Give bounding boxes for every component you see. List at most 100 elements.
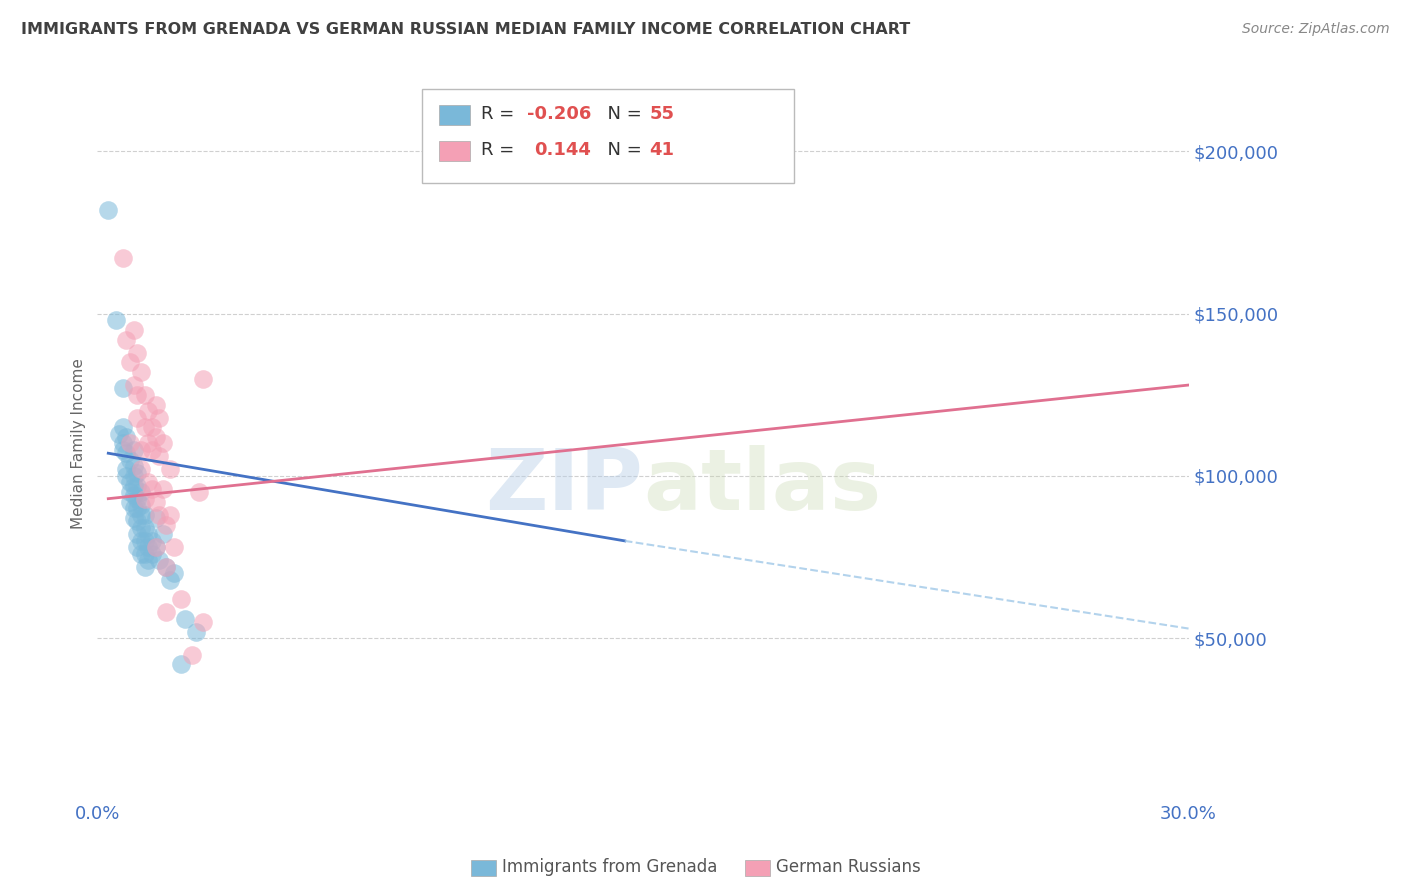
Point bbox=[127, 541, 149, 555]
Point bbox=[122, 323, 145, 337]
Point bbox=[155, 559, 177, 574]
Point bbox=[129, 547, 152, 561]
Point bbox=[136, 541, 159, 555]
Point bbox=[111, 420, 134, 434]
Point bbox=[111, 436, 134, 450]
Point bbox=[181, 648, 204, 662]
Point bbox=[134, 521, 156, 535]
Point bbox=[141, 420, 163, 434]
Point bbox=[134, 547, 156, 561]
Text: Source: ZipAtlas.com: Source: ZipAtlas.com bbox=[1241, 22, 1389, 37]
Point bbox=[191, 371, 214, 385]
Point bbox=[145, 511, 167, 525]
Point bbox=[120, 495, 142, 509]
Point bbox=[134, 533, 156, 548]
Point bbox=[155, 605, 177, 619]
Point bbox=[152, 527, 174, 541]
Point bbox=[115, 333, 138, 347]
Point bbox=[129, 365, 152, 379]
Point bbox=[127, 527, 149, 541]
Point bbox=[134, 559, 156, 574]
Point bbox=[97, 202, 120, 217]
Y-axis label: Median Family Income: Median Family Income bbox=[72, 358, 86, 529]
Point bbox=[129, 442, 152, 457]
Point bbox=[136, 436, 159, 450]
Point bbox=[159, 573, 181, 587]
Text: Immigrants from Grenada: Immigrants from Grenada bbox=[502, 858, 717, 876]
Point bbox=[127, 388, 149, 402]
Point bbox=[148, 450, 170, 464]
Point bbox=[148, 410, 170, 425]
Point bbox=[115, 462, 138, 476]
Point bbox=[127, 479, 149, 493]
Point bbox=[163, 541, 186, 555]
Text: ZIP: ZIP bbox=[485, 445, 643, 528]
Point bbox=[136, 553, 159, 567]
Point bbox=[155, 517, 177, 532]
Point bbox=[127, 345, 149, 359]
Text: R =: R = bbox=[481, 105, 520, 123]
Point bbox=[170, 592, 193, 607]
Point bbox=[129, 462, 152, 476]
Point bbox=[134, 491, 156, 506]
Point bbox=[129, 485, 152, 500]
Point bbox=[163, 566, 186, 581]
Point bbox=[191, 615, 214, 629]
Point bbox=[127, 491, 149, 506]
Text: atlas: atlas bbox=[643, 445, 882, 528]
Point bbox=[159, 508, 181, 522]
Point bbox=[115, 430, 138, 444]
Text: R =: R = bbox=[481, 141, 520, 159]
Point bbox=[111, 442, 134, 457]
Point bbox=[159, 462, 181, 476]
Text: 0.144: 0.144 bbox=[534, 141, 591, 159]
Text: N =: N = bbox=[596, 105, 648, 123]
Point bbox=[170, 657, 193, 672]
Point bbox=[152, 436, 174, 450]
Point bbox=[129, 521, 152, 535]
Point bbox=[120, 475, 142, 490]
Point bbox=[120, 355, 142, 369]
Point bbox=[120, 452, 142, 467]
Point bbox=[134, 388, 156, 402]
Point bbox=[134, 508, 156, 522]
Point bbox=[173, 612, 195, 626]
Text: 55: 55 bbox=[650, 105, 675, 123]
Point bbox=[120, 485, 142, 500]
Point bbox=[120, 436, 142, 450]
Point bbox=[141, 442, 163, 457]
Point bbox=[122, 459, 145, 474]
Point bbox=[145, 541, 167, 555]
Point bbox=[129, 508, 152, 522]
Point bbox=[115, 446, 138, 460]
Point bbox=[127, 410, 149, 425]
Point bbox=[122, 501, 145, 516]
Point bbox=[122, 378, 145, 392]
Text: -0.206: -0.206 bbox=[527, 105, 592, 123]
Point bbox=[122, 479, 145, 493]
Point bbox=[127, 501, 149, 516]
Point bbox=[136, 404, 159, 418]
Point bbox=[152, 482, 174, 496]
Point bbox=[141, 533, 163, 548]
Point bbox=[104, 313, 127, 327]
Text: 41: 41 bbox=[650, 141, 675, 159]
Point bbox=[122, 442, 145, 457]
Point bbox=[136, 475, 159, 490]
Point bbox=[145, 495, 167, 509]
Point bbox=[148, 553, 170, 567]
Point bbox=[129, 533, 152, 548]
Point bbox=[111, 252, 134, 266]
Point bbox=[145, 541, 167, 555]
Point bbox=[141, 547, 163, 561]
Point bbox=[129, 498, 152, 512]
Point bbox=[108, 426, 131, 441]
Point bbox=[155, 559, 177, 574]
Point bbox=[145, 430, 167, 444]
Point bbox=[122, 469, 145, 483]
Text: IMMIGRANTS FROM GRENADA VS GERMAN RUSSIAN MEDIAN FAMILY INCOME CORRELATION CHART: IMMIGRANTS FROM GRENADA VS GERMAN RUSSIA… bbox=[21, 22, 910, 37]
Point bbox=[188, 485, 211, 500]
Point bbox=[111, 381, 134, 395]
Point bbox=[122, 488, 145, 502]
Text: German Russians: German Russians bbox=[776, 858, 921, 876]
